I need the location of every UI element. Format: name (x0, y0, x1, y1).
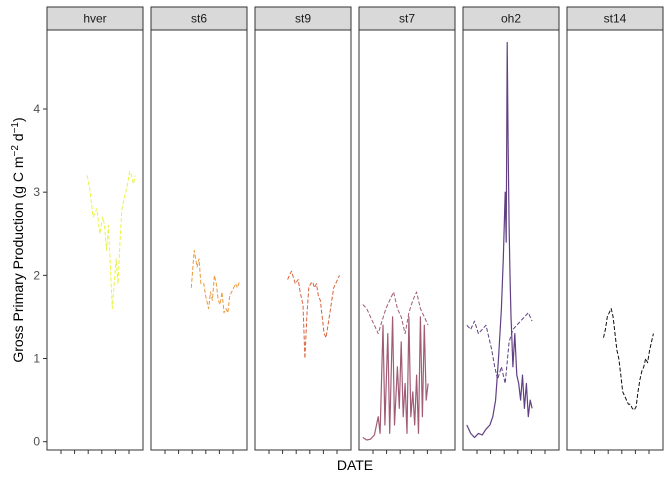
y-axis-title: Gross Primary Production (g C m−2 d−1) (10, 117, 26, 362)
y-tick-label: 4 (33, 102, 40, 116)
facet-strip-label: st14 (604, 12, 627, 26)
series-line-hver-0 (86, 170, 136, 310)
y-axis-title-exp2: −1 (10, 122, 21, 134)
y-tick-label: 2 (33, 268, 40, 282)
facet-panels: hver st6 st9 st7 oh2 st14 (46, 6, 664, 454)
facet-panel-border (150, 29, 248, 451)
facet-panel-border (566, 29, 664, 451)
facet-panel-hver: hver (46, 6, 144, 454)
series-line-st9-0 (287, 270, 340, 359)
facet-panel-border (46, 29, 144, 451)
facet-panel-oh2: oh2 (462, 6, 560, 454)
facet-panel-st14: st14 (566, 6, 664, 454)
series-line-oh2-1 (466, 41, 533, 439)
y-tick-label: 1 (33, 352, 40, 366)
series-line-oh2-0 (466, 312, 533, 384)
facet-panel-border (462, 29, 560, 451)
facet-strip-label: st6 (191, 12, 207, 26)
y-axis: 0 1 2 3 4 (33, 102, 47, 449)
series-line-st7-0 (362, 291, 429, 335)
y-axis-title-main: Gross Primary Production (g C m (10, 157, 26, 363)
y-axis-title-mid: d (10, 133, 26, 145)
facet-strip-label: oh2 (501, 12, 521, 26)
y-tick-label: 3 (33, 185, 40, 199)
series-line-st14-0 (603, 308, 654, 411)
facet-panel-st7: st7 (358, 6, 456, 454)
y-axis-title-exp1: −2 (10, 145, 21, 157)
series-line-st7-1 (362, 316, 429, 441)
y-axis-title-close: ) (10, 117, 26, 122)
series-line-st6-0 (190, 249, 240, 314)
facet-panel-border (358, 29, 456, 451)
facet-strip-label: st9 (295, 12, 311, 26)
facet-strip-label: hver (83, 12, 106, 26)
facet-panel-st6: st6 (150, 6, 248, 454)
facet-panel-st9: st9 (254, 6, 352, 454)
y-tick-label: 0 (33, 435, 40, 449)
facet-strip-label: st7 (399, 12, 415, 26)
facet-panel-border (254, 29, 352, 451)
x-axis-title: DATE (337, 457, 373, 473)
